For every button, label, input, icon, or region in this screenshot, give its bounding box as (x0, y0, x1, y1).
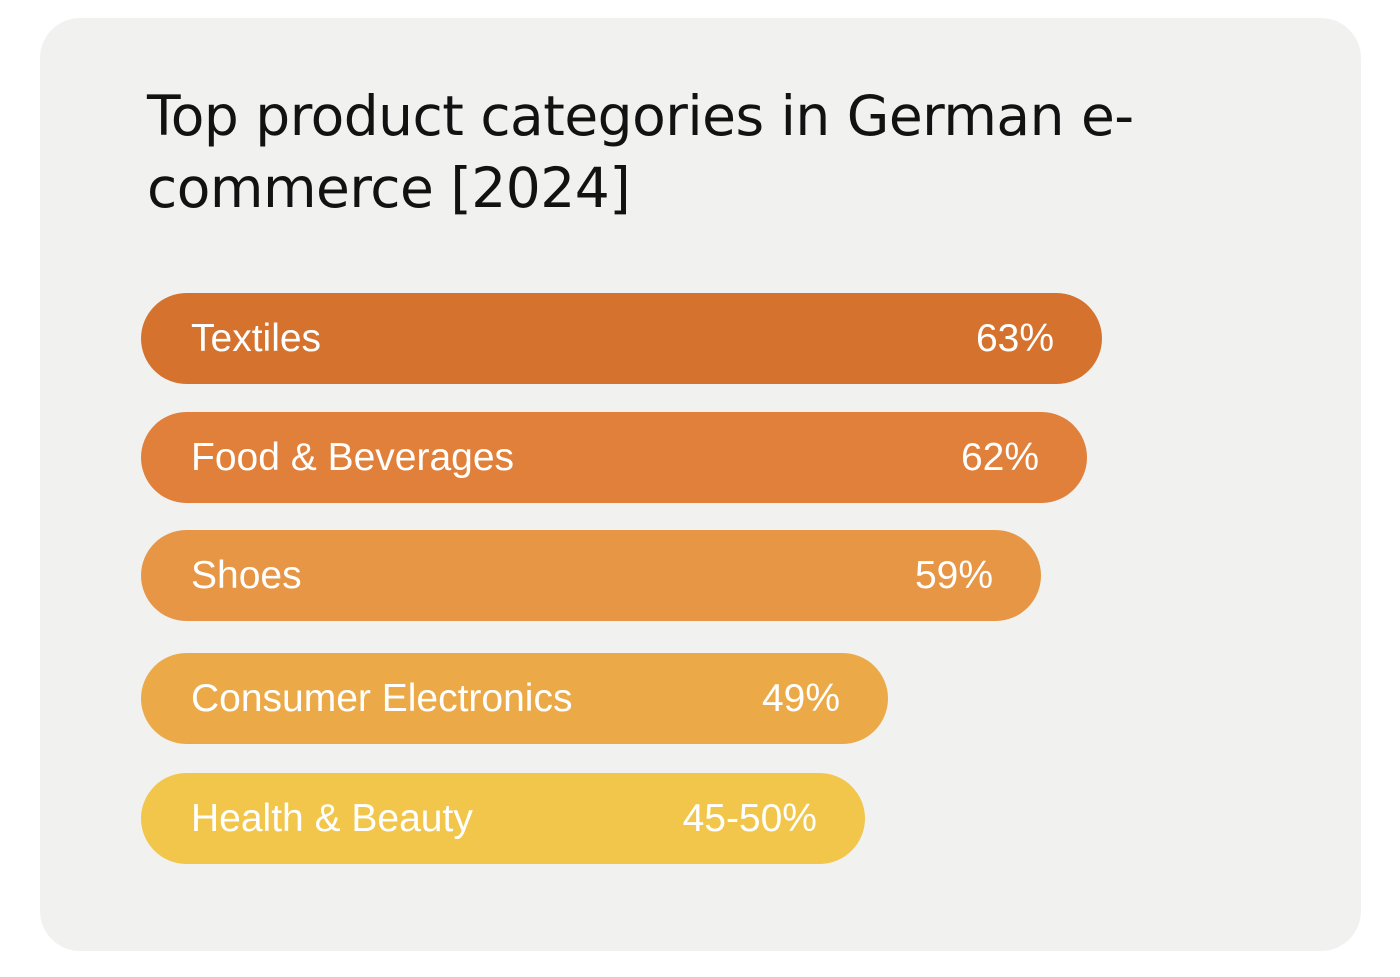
bar-label: Food & Beverages (191, 436, 515, 479)
bar-0: Textiles 63% (141, 293, 1102, 384)
chart-title: Top product categories in German e-comme… (147, 84, 1134, 220)
bar-label: Shoes (191, 554, 302, 597)
chart-card: Top product categories in German e-comme… (40, 18, 1361, 951)
bar-value-label: 45-50% (682, 797, 817, 840)
bar-label: Health & Beauty (191, 797, 473, 840)
bar-value-label: 62% (960, 436, 1039, 479)
bar-3: Consumer Electronics 49% (141, 653, 888, 744)
bar-value-label: 63% (975, 317, 1054, 360)
bar-2: Shoes 59% (141, 530, 1041, 621)
bar-value-label: 59% (914, 554, 993, 597)
bar-4: Health & Beauty 45-50% (141, 773, 865, 864)
bar-chart: Textiles 63% Food & Beverages 62% Shoes 59% Co… (40, 18, 1361, 951)
bar-label: Textiles (191, 317, 322, 360)
bar-label: Consumer Electronics (191, 677, 573, 720)
bar-value-label: 49% (761, 677, 840, 720)
bar-1: Food & Beverages 62% (141, 412, 1087, 503)
